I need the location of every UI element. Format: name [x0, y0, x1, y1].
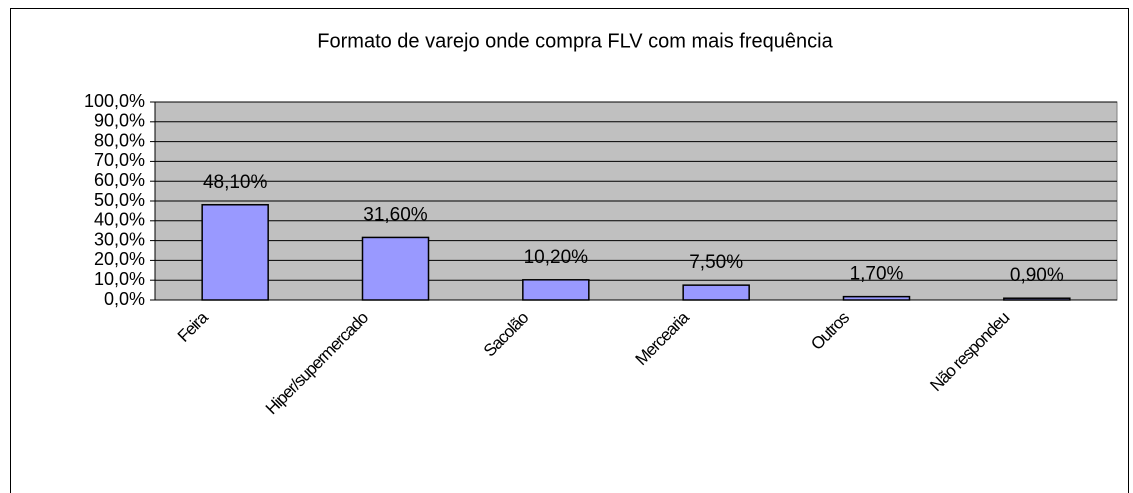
y-tick-label: 30,0%	[94, 229, 145, 249]
value-label: 10,20%	[524, 247, 589, 268]
y-tick-label: 100,0%	[84, 91, 145, 111]
bar	[201, 204, 269, 301]
y-tick-label: 40,0%	[94, 210, 145, 230]
value-label: 48,10%	[203, 172, 268, 193]
y-tick-label: 80,0%	[94, 130, 145, 150]
bar	[361, 236, 430, 301]
y-tick-label: 50,0%	[94, 190, 145, 210]
chart-title: Formato de varejo onde compra FLV com ma…	[317, 30, 833, 52]
y-tick-label: 20,0%	[94, 249, 145, 269]
value-label: 7,50%	[689, 252, 743, 273]
value-label: 31,60%	[363, 204, 428, 225]
bar	[1003, 297, 1071, 301]
y-tick-label: 10,0%	[94, 269, 145, 289]
y-tick-label: 0,0%	[104, 289, 145, 309]
y-tick-label: 90,0%	[94, 111, 145, 131]
bar	[682, 284, 750, 301]
bar	[522, 279, 590, 301]
bar	[842, 295, 911, 301]
y-tick-label: 70,0%	[94, 150, 145, 170]
value-label: 0,90%	[1010, 265, 1064, 286]
value-label: 1,70%	[850, 264, 904, 285]
y-tick-label: 60,0%	[94, 170, 145, 190]
